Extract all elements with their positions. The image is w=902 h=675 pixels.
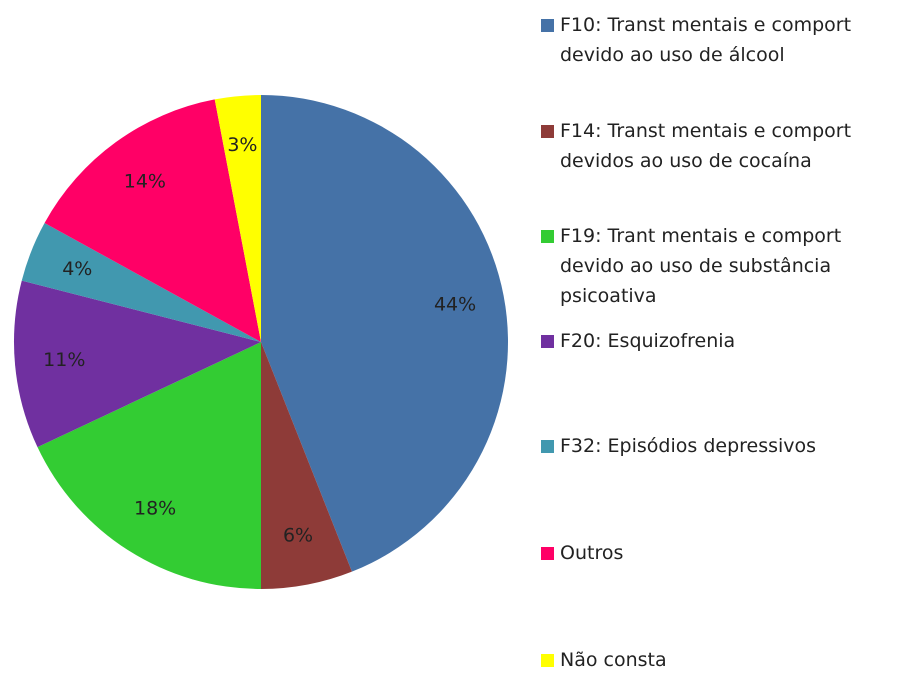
- legend-entry: F10: Transt mentais e comport devido ao …: [541, 10, 890, 70]
- legend-entry: F19: Trant mentais e comport devido ao u…: [541, 221, 890, 311]
- pie-slice: [44, 99, 262, 342]
- data-label: 44%: [434, 293, 476, 315]
- legend-swatch: [541, 19, 554, 32]
- legend-entry: F32: Episódios depressivos: [541, 431, 890, 461]
- legend-label: F14: Transt mentais e comport devidos ao…: [560, 120, 852, 172]
- legend-entry: Não consta: [541, 645, 890, 675]
- legend-entry: F20: Esquizofrenia: [541, 326, 890, 356]
- chart: 44% 6% 18% 11% 4% 14% 3%: [14, 95, 509, 589]
- legend-swatch: [541, 125, 554, 138]
- legend-swatch: [541, 440, 554, 453]
- legend-swatch: [541, 335, 554, 348]
- legend-swatch: [541, 654, 554, 667]
- pie-slice: [214, 95, 261, 342]
- pie-slice: [261, 95, 509, 572]
- pie-slice: [21, 223, 261, 342]
- legend-swatch: [541, 230, 554, 243]
- legend-entry: Outros: [541, 538, 890, 568]
- pie-slice: [14, 280, 261, 448]
- legend-label: F10: Transt mentais e comport devido ao …: [560, 14, 852, 66]
- data-label: 14%: [124, 171, 166, 193]
- pie-slice: [37, 342, 261, 589]
- data-label: 4%: [62, 258, 92, 280]
- legend-label: Não consta: [560, 649, 667, 671]
- legend-label: F19: Trant mentais e comport devido ao u…: [560, 225, 842, 307]
- legend-label: F32: Episódios depressivos: [560, 435, 817, 457]
- data-label: 18%: [134, 497, 176, 519]
- legend-label: Outros: [560, 542, 624, 564]
- legend-label: F20: Esquizofrenia: [560, 330, 736, 352]
- legend-swatch: [541, 547, 554, 560]
- pie-slice: [261, 342, 352, 589]
- data-label: 6%: [283, 525, 313, 547]
- legend-entry: F14: Transt mentais e comport devidos ao…: [541, 116, 890, 176]
- data-label: 11%: [43, 349, 85, 371]
- data-label: 3%: [227, 134, 257, 156]
- legend: F10: Transt mentais e comport devido ao …: [541, 0, 891, 671]
